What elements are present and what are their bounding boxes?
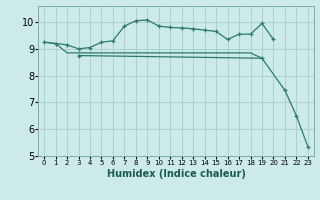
X-axis label: Humidex (Indice chaleur): Humidex (Indice chaleur): [107, 169, 245, 179]
